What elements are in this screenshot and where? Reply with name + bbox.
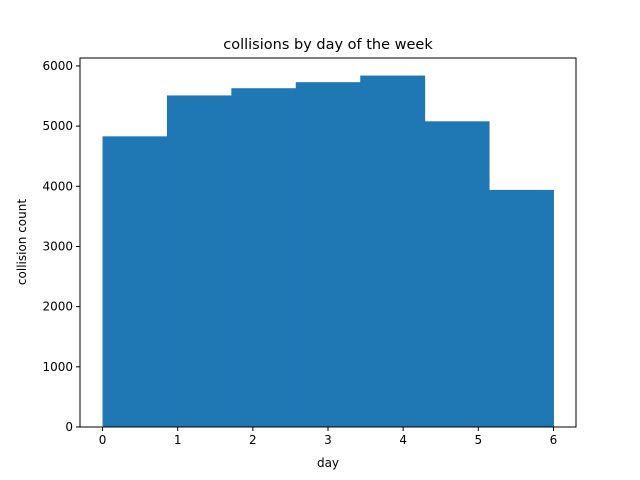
y-tick-label-2: 2000 <box>42 300 73 314</box>
bars-group <box>102 75 554 428</box>
y-tick-label-1: 1000 <box>42 360 73 374</box>
histogram-bar-6 <box>489 189 554 427</box>
histogram-bar-3 <box>295 82 361 428</box>
histogram-bar-0 <box>102 136 168 428</box>
histogram-bar-5 <box>424 121 490 427</box>
chart-title: collisions by day of the week <box>223 37 433 53</box>
y-tick-label-4: 4000 <box>42 179 73 193</box>
x-tick-label-6: 6 <box>550 433 558 447</box>
x-axis-label: day <box>317 456 339 470</box>
y-tick-label-3: 3000 <box>42 239 73 253</box>
y-ticks-group: 0 1000 2000 3000 4000 5000 6000 <box>42 59 80 434</box>
histogram-bar-2 <box>231 88 297 428</box>
x-tick-label-1: 1 <box>174 433 182 447</box>
histogram-bar-1 <box>166 95 232 427</box>
x-ticks-group: 0 1 2 3 4 5 6 <box>99 427 558 447</box>
y-tick-label-6: 6000 <box>42 59 73 73</box>
y-axis-label: collision count <box>15 199 29 285</box>
x-tick-label-4: 4 <box>399 433 407 447</box>
x-tick-label-0: 0 <box>99 433 107 447</box>
histogram-bar-4 <box>360 75 426 428</box>
x-tick-label-5: 5 <box>474 433 482 447</box>
x-tick-label-3: 3 <box>324 433 332 447</box>
y-tick-label-5: 5000 <box>42 119 73 133</box>
y-tick-label-0: 0 <box>65 420 73 434</box>
x-tick-label-2: 2 <box>249 433 257 447</box>
